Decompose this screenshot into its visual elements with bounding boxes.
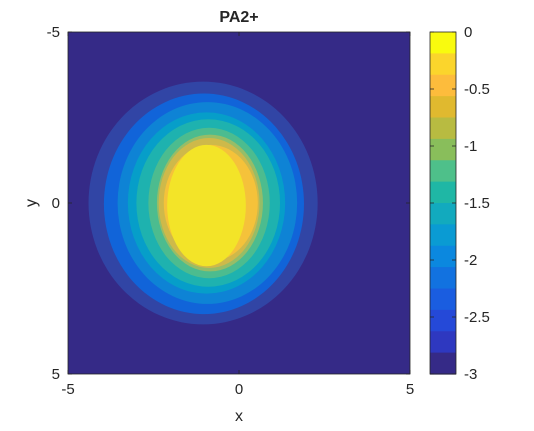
y-tick-label: 0 <box>52 195 60 212</box>
y-axis-label: y <box>23 199 40 207</box>
colorbar-tick-label: -3 <box>464 366 477 383</box>
x-tick-label: 5 <box>406 381 414 398</box>
colorbar-segment <box>430 331 456 354</box>
x-axis-label: x <box>235 408 243 425</box>
colorbar-segment <box>430 224 456 247</box>
colorbar-ticks: 0 -0.5 -1 -1.5 -2 -2.5 -3 <box>430 24 490 383</box>
chart-title: PA2+ <box>219 9 258 26</box>
y-tick-label: -5 <box>47 24 60 41</box>
colorbar-segment <box>430 352 456 375</box>
x-tick-label: 0 <box>235 381 243 398</box>
y-tick-label: 5 <box>52 366 60 383</box>
colorbar-segment <box>430 32 456 54</box>
colorbar-segment <box>430 160 456 183</box>
colorbar-segment <box>430 309 456 332</box>
colorbar-tick-label: -1.5 <box>464 195 490 212</box>
y-axis-ticks: -5 0 5 <box>47 24 410 383</box>
x-tick-label: -5 <box>61 381 74 398</box>
colorbar-tick-label: 0 <box>464 24 472 41</box>
colorbar-segment <box>430 181 456 204</box>
colorbar-tick-label: -0.5 <box>464 81 490 98</box>
colorbar-segment <box>430 74 456 97</box>
x-axis-ticks: -5 0 5 <box>61 32 414 398</box>
colorbar-segment <box>430 96 456 119</box>
plot-area <box>68 32 410 374</box>
colorbar-tick-label: -1 <box>464 138 477 155</box>
colorbar-segment <box>430 138 456 161</box>
colorbar-segment <box>430 245 456 268</box>
colorbar-segment <box>430 267 456 290</box>
colorbar-tick-label: -2 <box>464 252 477 269</box>
colorbar-segment <box>430 117 456 140</box>
colorbar-segment <box>430 203 456 225</box>
colorbar-segment <box>430 288 456 311</box>
colorbar-segment <box>430 53 456 76</box>
colorbar <box>430 32 456 375</box>
contour-level-10 <box>167 144 246 267</box>
colorbar-tick-label: -2.5 <box>464 309 490 326</box>
